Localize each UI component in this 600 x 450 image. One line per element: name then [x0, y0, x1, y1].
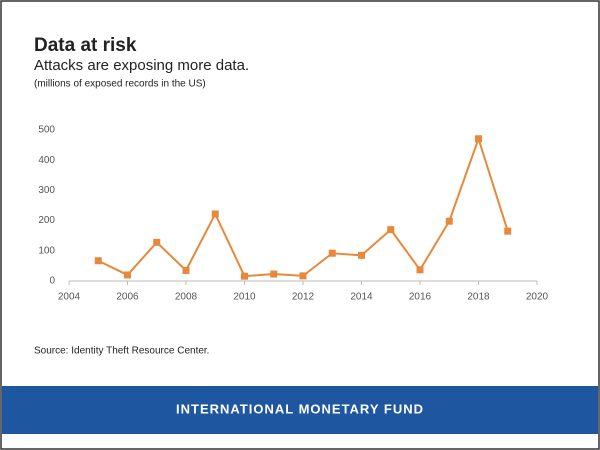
footer-bar [2, 386, 598, 434]
x-tick-label: 2008 [175, 292, 198, 303]
marker [270, 270, 278, 278]
marker [153, 238, 161, 246]
marker [241, 272, 248, 280]
marker [475, 135, 482, 143]
x-tick-label: 2014 [350, 292, 373, 303]
marker [387, 226, 395, 234]
y-tick-label: 100 [38, 245, 55, 256]
y-tick-label: 0 [49, 276, 55, 287]
marker [299, 272, 307, 280]
chart-note: (millions of exposed records in the US) [34, 79, 206, 90]
x-tick-label: 2018 [467, 292, 490, 303]
chart-title: Data at risk [34, 35, 137, 56]
source: Source: Identity Theft Resource Center. [34, 346, 209, 357]
marker [416, 266, 424, 274]
marker [358, 251, 365, 259]
marker [182, 266, 190, 274]
footer: INTERNATIONAL MONETARY FUND [176, 401, 424, 416]
chart-subtitle: Attacks are exposing more data. [34, 57, 249, 74]
y-tick-label: 400 [38, 155, 55, 166]
x-tick-label: 2012 [292, 292, 315, 303]
x-tick-label: 2016 [409, 292, 432, 303]
marker [211, 210, 219, 218]
y-tick-label: 300 [38, 185, 55, 196]
x-tick-label: 2020 [526, 292, 549, 303]
x-tick-label: 2006 [116, 292, 139, 303]
marker [445, 217, 453, 225]
marker [94, 257, 102, 265]
y-tick-label: 200 [38, 215, 55, 226]
y-tick-label: 500 [38, 125, 55, 136]
marker [124, 271, 131, 279]
x-tick-label: 2004 [58, 292, 81, 303]
marker [504, 227, 512, 235]
x-tick-label: 2010 [233, 292, 256, 303]
marker [328, 249, 336, 257]
